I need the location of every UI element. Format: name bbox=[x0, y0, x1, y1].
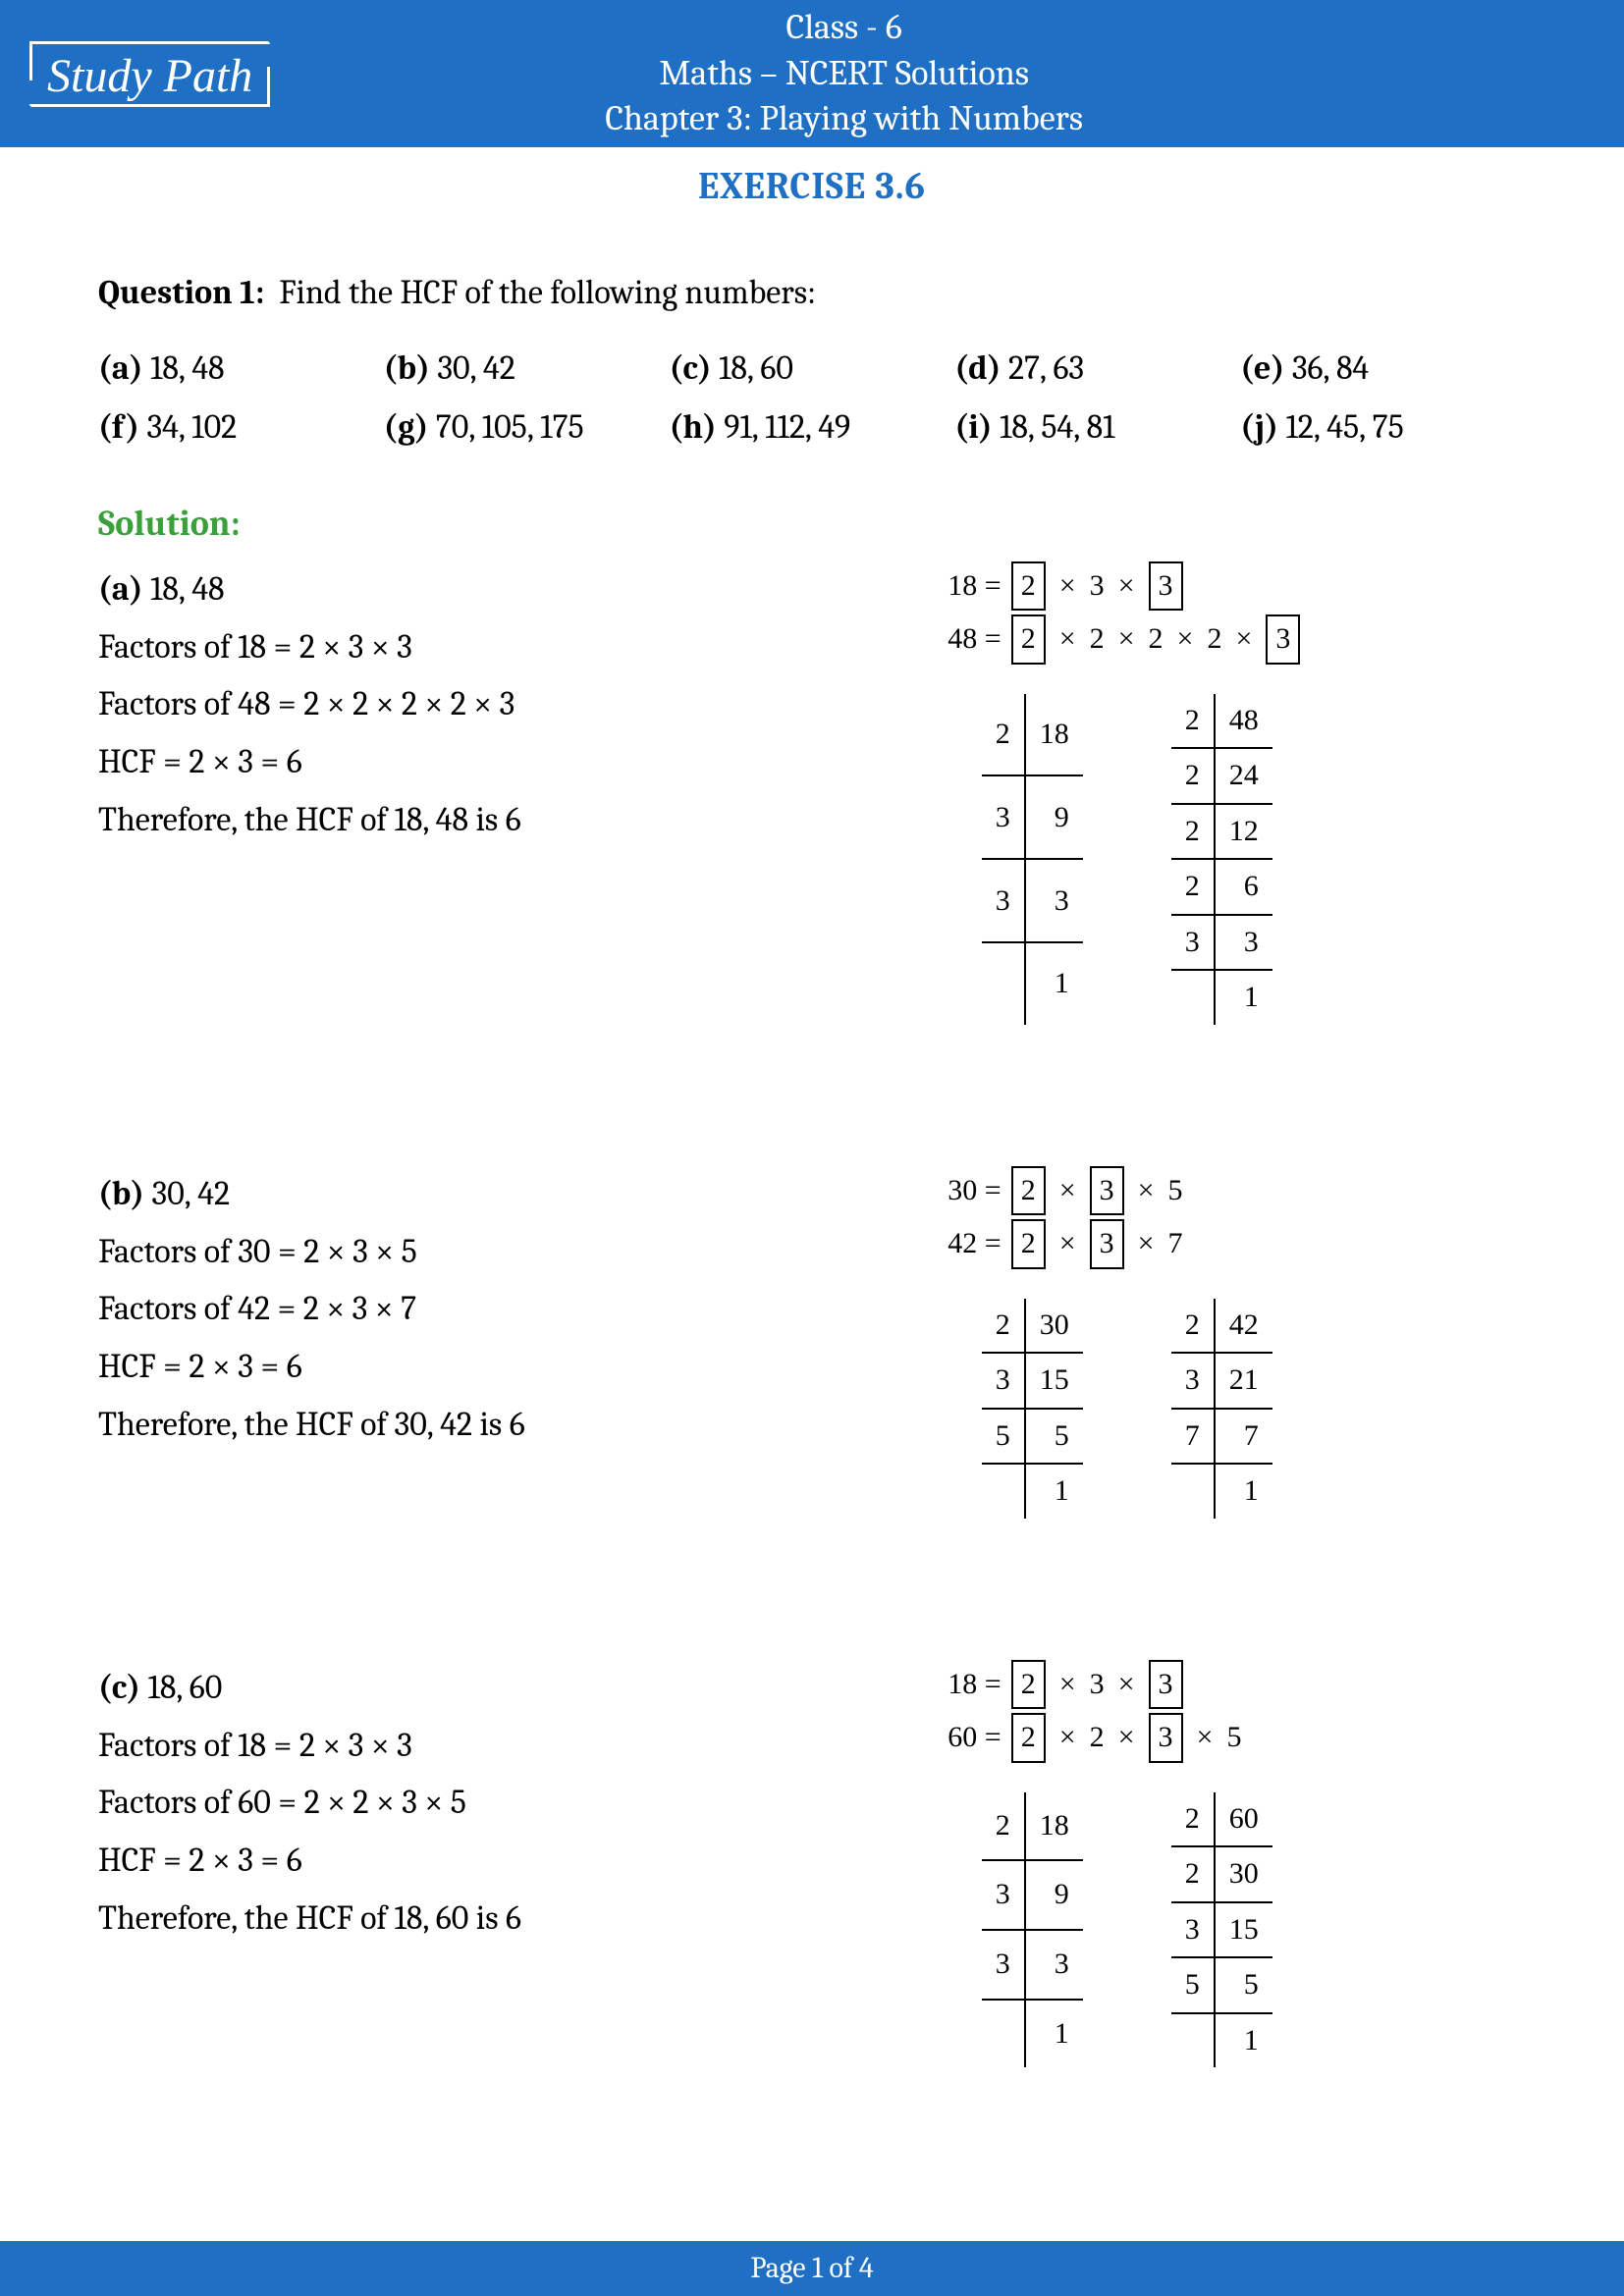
solution-line: Therefore, the HCF of 18, 60 is 6 bbox=[98, 1893, 884, 1945]
solution-block: (c) 18, 60 Factors of 18 = 2 × 3 × 3Facto… bbox=[98, 1656, 1526, 2068]
solution-heading: (c) 18, 60 bbox=[98, 1662, 884, 1714]
prime-factorization-row: 18 =2×3×3 bbox=[943, 1660, 1526, 1710]
question-option: (e) 36, 84 bbox=[1240, 339, 1526, 399]
solution-figures: 18 =2×3×360 =2×2×3×5 21839331 260230315551 bbox=[943, 1656, 1526, 2068]
question-option: (c) 18, 60 bbox=[670, 339, 955, 399]
solution-line: Factors of 48 = 2 × 2 × 2 × 2 × 3 bbox=[98, 678, 884, 730]
solution-figures: 18 =2×3×348 =2×2×2×2×3 21839331 2482242122… bbox=[943, 558, 1526, 1025]
solution-heading: (a) 18, 48 bbox=[98, 563, 884, 615]
exercise-title: EXERCISE 3.6 bbox=[0, 165, 1624, 208]
solution-line: Therefore, the HCF of 30, 42 is 6 bbox=[98, 1399, 884, 1451]
solution-line: Factors of 42 = 2 × 3 × 7 bbox=[98, 1283, 884, 1335]
question-options: (a) 18, 48(b) 30, 42(c) 18, 60(d) 27, 63… bbox=[98, 339, 1526, 457]
brand-logo: Study Path bbox=[29, 41, 270, 107]
solution-text: (a) 18, 48 Factors of 18 = 2 × 3 × 3Facto… bbox=[98, 558, 884, 1025]
factor-table: 21839331 bbox=[982, 694, 1083, 1025]
factor-table: 260230315551 bbox=[1171, 1792, 1272, 2068]
factor-table: 24822421226331 bbox=[1171, 694, 1272, 1025]
header-line3: Chapter 3: Playing with Numbers bbox=[93, 96, 1595, 142]
question-label: Question 1: bbox=[98, 273, 264, 312]
question-option: (g) 70, 105, 175 bbox=[384, 398, 670, 457]
solution-line: Factors of 30 = 2 × 3 × 5 bbox=[98, 1226, 884, 1278]
question-text: Find the HCF of the following numbers: bbox=[279, 273, 816, 312]
solution-block: (b) 30, 42 Factors of 30 = 2 × 3 × 5Facto… bbox=[98, 1162, 1526, 1519]
question-1: Question 1: Find the HCF of the followin… bbox=[98, 267, 1526, 319]
prime-factorization-row: 60 =2×2×3×5 bbox=[943, 1713, 1526, 1763]
header-titles: Class - 6 Maths – NCERT Solutions Chapte… bbox=[93, 5, 1595, 142]
header-line1: Class - 6 bbox=[93, 5, 1595, 51]
prime-factorization-row: 18 =2×3×3 bbox=[943, 561, 1526, 612]
prime-factorization-row: 48 =2×2×2×2×3 bbox=[943, 614, 1526, 665]
factor-table: 242321771 bbox=[1171, 1299, 1272, 1519]
solution-label: Solution: bbox=[98, 497, 1526, 552]
solution-line: HCF = 2 × 3 = 6 bbox=[98, 1341, 884, 1393]
question-option: (h) 91, 112, 49 bbox=[670, 398, 955, 457]
solution-line: Factors of 18 = 2 × 3 × 3 bbox=[98, 621, 884, 673]
solution-figures: 30 =2×3×542 =2×3×7 230315551 242321771 bbox=[943, 1162, 1526, 1519]
factor-tables: 230315551 242321771 bbox=[982, 1299, 1526, 1519]
factor-table: 230315551 bbox=[982, 1299, 1083, 1519]
solution-heading: (b) 30, 42 bbox=[98, 1168, 884, 1220]
question-option: (j) 12, 45, 75 bbox=[1240, 398, 1526, 457]
solution-line: Factors of 18 = 2 × 3 × 3 bbox=[98, 1720, 884, 1772]
page-number: Page 1 of 4 bbox=[750, 2251, 873, 2285]
page-footer: Page 1 of 4 bbox=[0, 2241, 1624, 2296]
prime-factorization-row: 30 =2×3×5 bbox=[943, 1166, 1526, 1216]
factor-table: 21839331 bbox=[982, 1792, 1083, 2068]
prime-factorization-row: 42 =2×3×7 bbox=[943, 1219, 1526, 1269]
question-option: (b) 30, 42 bbox=[384, 339, 670, 399]
question-option: (i) 18, 54, 81 bbox=[954, 398, 1240, 457]
solution-text: (c) 18, 60 Factors of 18 = 2 × 3 × 3Facto… bbox=[98, 1656, 884, 2068]
factor-tables: 21839331 260230315551 bbox=[982, 1792, 1526, 2068]
question-option: (d) 27, 63 bbox=[954, 339, 1240, 399]
solution-line: HCF = 2 × 3 = 6 bbox=[98, 1835, 884, 1887]
solution-line: Factors of 60 = 2 × 2 × 3 × 5 bbox=[98, 1777, 884, 1829]
solution-line: Therefore, the HCF of 18, 48 is 6 bbox=[98, 794, 884, 846]
solution-text: (b) 30, 42 Factors of 30 = 2 × 3 × 5Facto… bbox=[98, 1162, 884, 1519]
solutions-container: (a) 18, 48Factors of 18 = 2 × 3 × 3Facto… bbox=[98, 558, 1526, 2068]
page-content: Question 1: Find the HCF of the followin… bbox=[0, 208, 1624, 2067]
page-header: Study Path Class - 6 Maths – NCERT Solut… bbox=[0, 0, 1624, 147]
solution-block: (a) 18, 48 Factors of 18 = 2 × 3 × 3Facto… bbox=[98, 558, 1526, 1025]
factor-tables: 21839331 24822421226331 bbox=[982, 694, 1526, 1025]
solution-line: HCF = 2 × 3 = 6 bbox=[98, 736, 884, 788]
question-option: (f) 34, 102 bbox=[98, 398, 384, 457]
question-option: (a) 18, 48 bbox=[98, 339, 384, 399]
logo-text: Study Path bbox=[47, 50, 252, 102]
header-line2: Maths – NCERT Solutions bbox=[93, 51, 1595, 97]
